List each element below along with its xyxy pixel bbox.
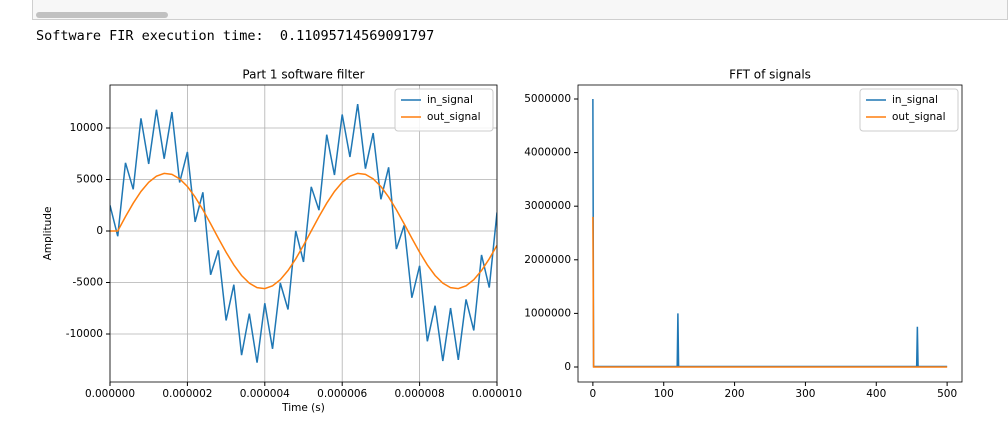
legend-label: out_signal (427, 111, 481, 123)
series-line (110, 103, 497, 363)
legend-label: out_signal (892, 111, 946, 123)
x-tick-label: 400 (866, 388, 886, 400)
y-tick-label: 4000000 (524, 147, 571, 159)
y-tick-label: 10000 (70, 122, 103, 134)
series-line (110, 172, 497, 290)
y-tick-label: 0 (564, 361, 571, 373)
axes-frame (109, 84, 498, 383)
y-axis-label: Amplitude (42, 207, 54, 261)
x-tick-label: 100 (654, 388, 674, 400)
y-tick-label: 2000000 (524, 254, 571, 266)
y-tick-label: 5000000 (524, 93, 571, 105)
x-tick-label: 200 (725, 388, 745, 400)
chart-title: Part 1 software filter (242, 68, 364, 82)
y-tick-label: 3000000 (524, 200, 571, 212)
x-tick-label: 0 (590, 388, 597, 400)
y-tick-label: 5000 (76, 174, 103, 186)
x-tick-label: 0.000006 (317, 388, 367, 400)
scrollbar[interactable] (36, 12, 168, 18)
chart-title: FFT of signals (729, 68, 811, 82)
x-axis-label: Time (s) (281, 402, 325, 414)
legend-label: in_signal (892, 94, 938, 106)
x-tick-label: 0.000000 (85, 388, 135, 400)
x-tick-label: 500 (937, 388, 957, 400)
y-tick-label: -5000 (72, 277, 103, 289)
legend-label: in_signal (427, 94, 473, 106)
x-tick-label: 0.000002 (162, 388, 212, 400)
x-tick-label: 300 (795, 388, 815, 400)
series-line (592, 98, 948, 368)
y-tick-label: 0 (96, 225, 103, 237)
y-tick-label: 1000000 (524, 307, 571, 319)
x-tick-label: 0.000004 (240, 388, 290, 400)
axes-frame (577, 84, 963, 383)
x-tick-label: 0.000010 (472, 388, 522, 400)
y-tick-label: -10000 (66, 328, 103, 340)
series-line (592, 216, 948, 368)
output-text: Software FIR execution time: 0.110957145… (36, 28, 435, 44)
x-tick-label: 0.000008 (395, 388, 445, 400)
